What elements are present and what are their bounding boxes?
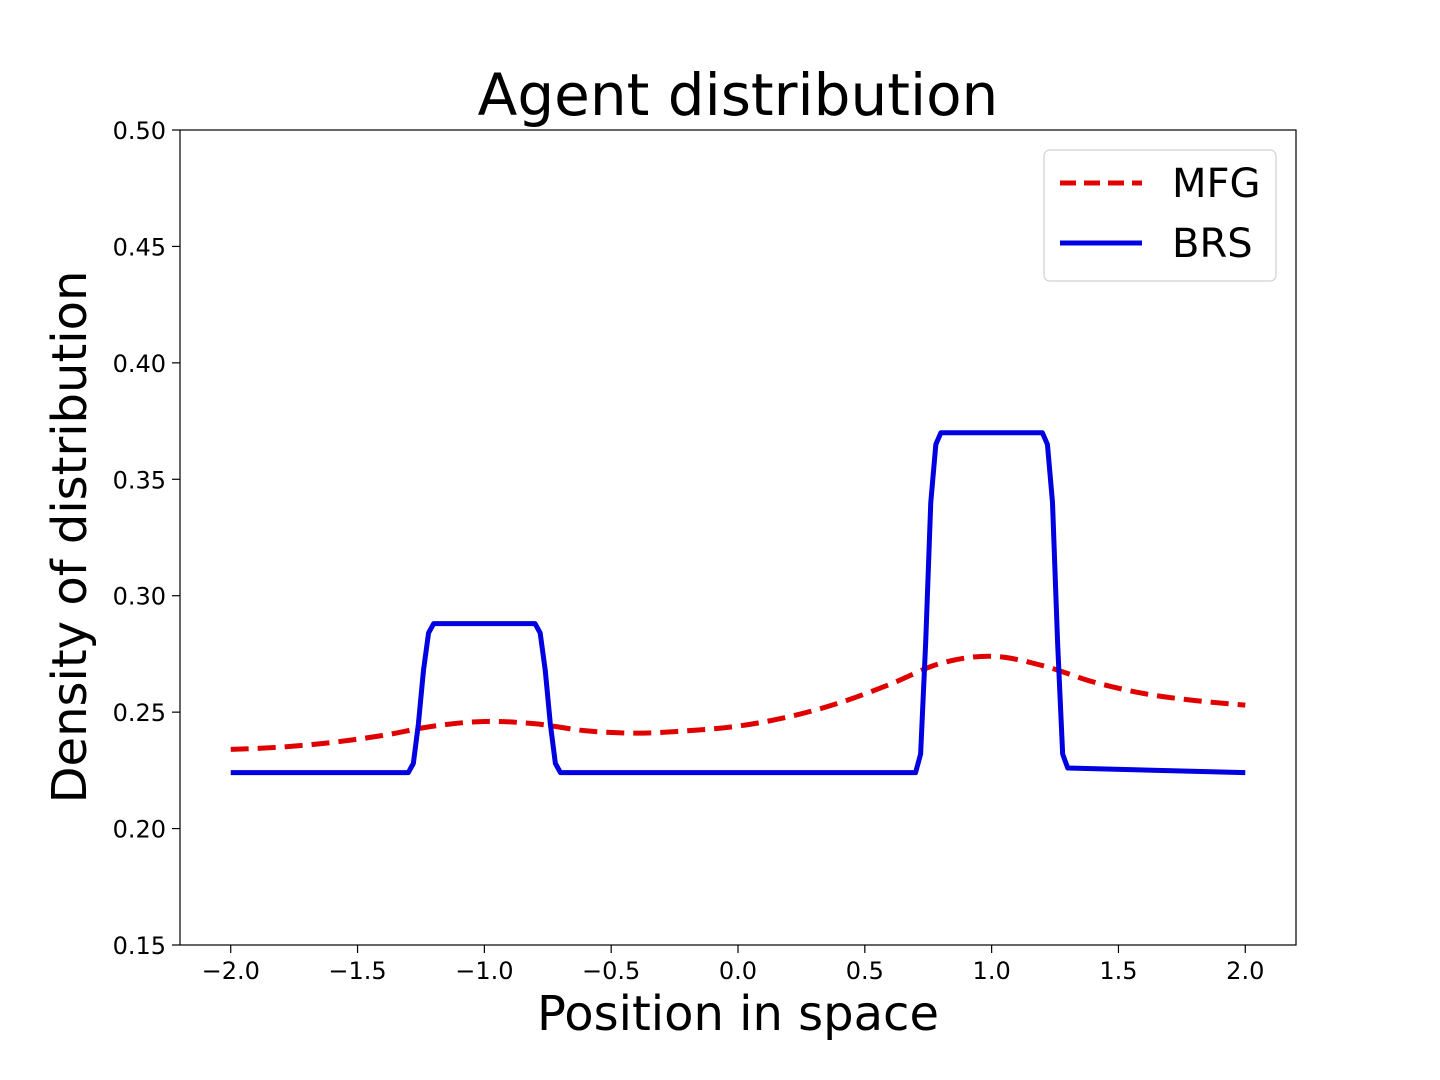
x-tick-label: −2.0	[202, 957, 260, 985]
x-tick-label: 2.0	[1226, 957, 1264, 985]
series-line-mfg	[230, 653, 1246, 752]
legend: MFG BRS	[1043, 149, 1277, 282]
legend-label-brs: BRS	[1172, 221, 1253, 267]
x-tick-label: −0.5	[582, 957, 640, 985]
y-tick-label: 0.40	[113, 350, 166, 378]
x-tick-label: 1.0	[973, 957, 1011, 985]
y-tick-label: 0.45	[113, 233, 166, 261]
x-axis-label: Position in space	[537, 986, 939, 1042]
legend-label-mfg: MFG	[1172, 161, 1261, 207]
series-line-brs	[230, 430, 1246, 776]
y-tick-label: 0.50	[113, 117, 166, 145]
x-axis-ticks: −2.0 −1.5 −1.0 −0.5 0.0 0.5 1.0 1.5 2.0	[202, 945, 1264, 985]
x-tick-label: 0.5	[846, 957, 884, 985]
y-axis-label: Density of distribution	[42, 271, 98, 804]
x-tick-label: −1.5	[328, 957, 386, 985]
chart-title: Agent distribution	[478, 61, 999, 129]
y-tick-label: 0.30	[113, 583, 166, 611]
series-layer	[230, 430, 1246, 776]
plot-frame	[179, 129, 1297, 946]
y-tick-label: 0.15	[113, 932, 166, 960]
y-axis-ticks: 0.15 0.20 0.25 0.30 0.35 0.40 0.45 0.50	[113, 117, 180, 960]
y-tick-label: 0.25	[113, 699, 166, 727]
x-tick-label: 0.0	[719, 957, 757, 985]
y-tick-label: 0.20	[113, 816, 166, 844]
y-tick-label: 0.35	[113, 466, 166, 494]
x-tick-label: −1.0	[455, 957, 513, 985]
legend-box	[1043, 149, 1277, 282]
x-tick-label: 1.5	[1099, 957, 1137, 985]
